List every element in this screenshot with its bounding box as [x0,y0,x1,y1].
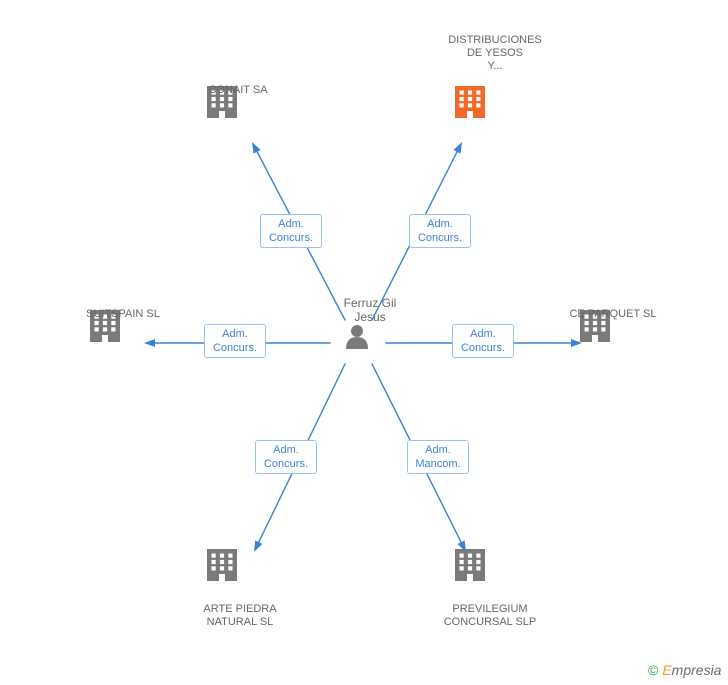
edge-label-previlegium: Adm. Mancom. [407,440,469,474]
center-person-label: Ferruz Gil Jesus [330,296,410,325]
node-label-previlegium: PREVILEGIUM CONCURSAL SLP [420,603,560,629]
edge-label-suitspain: Adm. Concurs. [204,324,266,358]
edge-label-distyesos: Adm. Concurs. [409,214,471,248]
node-label-ceparquet: CE PARQUET SL [548,308,678,321]
edge-label-artepiedra: Adm. Concurs. [255,440,317,474]
watermark: © Empresia [648,662,721,678]
edge-label-conait: Adm. Concurs. [260,214,322,248]
node-label-distyesos: DISTRIBUCIONES DE YESOS Y... [430,34,560,74]
node-label-artepiedra: ARTE PIEDRA NATURAL SL [175,603,305,629]
diagram-canvas [0,0,728,685]
edge-label-ceparquet: Adm. Concurs. [452,324,514,358]
copyright-symbol: © [648,662,658,678]
node-label-suitspain: SUITSPAIN SL [58,308,188,321]
watermark-brand: Empresia [662,662,721,678]
node-label-conait: CONAIT SA [183,84,293,97]
